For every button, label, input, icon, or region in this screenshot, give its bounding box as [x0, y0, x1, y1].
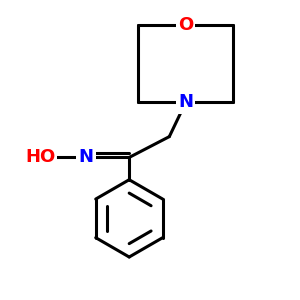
- Text: N: N: [178, 93, 193, 111]
- Text: N: N: [79, 148, 94, 166]
- Text: HO: HO: [25, 148, 55, 166]
- Text: O: O: [178, 16, 193, 34]
